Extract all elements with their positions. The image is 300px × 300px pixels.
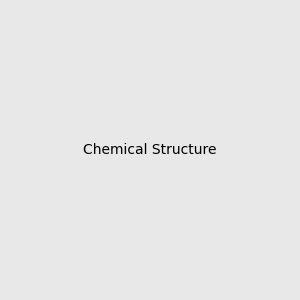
Text: Chemical Structure: Chemical Structure	[83, 143, 217, 157]
